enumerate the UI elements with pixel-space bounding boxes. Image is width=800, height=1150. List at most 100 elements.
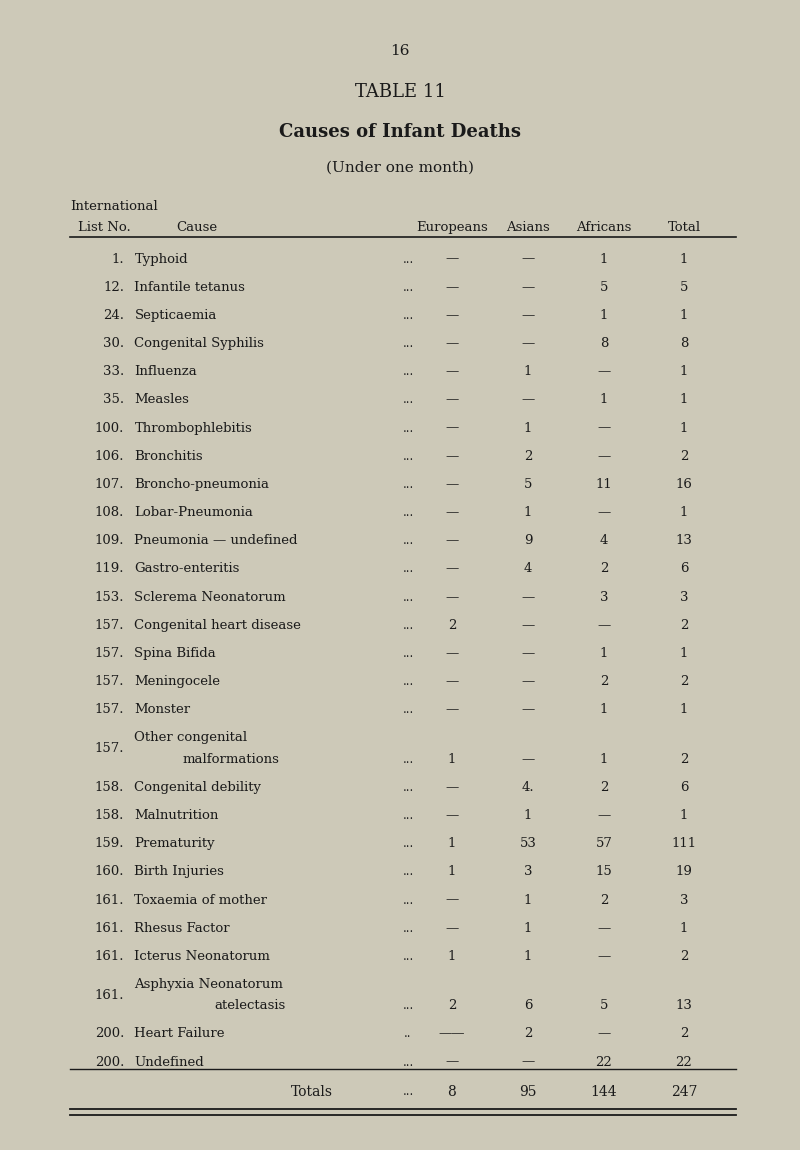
Text: ...: ... bbox=[402, 781, 414, 793]
Text: Birth Injuries: Birth Injuries bbox=[134, 865, 224, 879]
Text: —: — bbox=[522, 1056, 534, 1068]
Text: —: — bbox=[598, 921, 610, 935]
Text: ...: ... bbox=[402, 1056, 414, 1068]
Text: 2: 2 bbox=[680, 753, 688, 766]
Text: Bronchitis: Bronchitis bbox=[134, 450, 203, 462]
Text: 6: 6 bbox=[680, 562, 688, 575]
Text: 1: 1 bbox=[680, 309, 688, 322]
Text: Lobar-Pneumonia: Lobar-Pneumonia bbox=[134, 506, 254, 519]
Text: 108.: 108. bbox=[94, 506, 124, 519]
Text: ...: ... bbox=[402, 753, 414, 766]
Text: 3: 3 bbox=[524, 865, 532, 879]
Text: 1: 1 bbox=[680, 921, 688, 935]
Text: 4: 4 bbox=[600, 535, 608, 547]
Text: Influenza: Influenza bbox=[134, 366, 197, 378]
Text: ...: ... bbox=[402, 478, 414, 491]
Text: —: — bbox=[446, 1056, 458, 1068]
Text: 16: 16 bbox=[675, 478, 693, 491]
Text: 1: 1 bbox=[524, 506, 532, 519]
Text: 161.: 161. bbox=[94, 989, 124, 1002]
Text: 9: 9 bbox=[524, 535, 532, 547]
Text: 33.: 33. bbox=[102, 366, 124, 378]
Text: —: — bbox=[598, 366, 610, 378]
Text: 100.: 100. bbox=[94, 422, 124, 435]
Text: 12.: 12. bbox=[103, 281, 124, 293]
Text: 2: 2 bbox=[600, 894, 608, 906]
Text: 2: 2 bbox=[680, 675, 688, 688]
Text: —: — bbox=[522, 675, 534, 688]
Text: Toxaemia of mother: Toxaemia of mother bbox=[134, 894, 267, 906]
Text: 19: 19 bbox=[675, 865, 693, 879]
Text: Causes of Infant Deaths: Causes of Infant Deaths bbox=[279, 123, 521, 141]
Text: 3: 3 bbox=[680, 894, 688, 906]
Text: Pneumonia — undefined: Pneumonia — undefined bbox=[134, 535, 298, 547]
Text: 2: 2 bbox=[600, 562, 608, 575]
Text: 1: 1 bbox=[600, 647, 608, 660]
Text: Other congenital: Other congenital bbox=[134, 731, 247, 744]
Text: —: — bbox=[522, 253, 534, 266]
Text: —: — bbox=[446, 253, 458, 266]
Text: 111: 111 bbox=[671, 837, 697, 850]
Text: 1: 1 bbox=[600, 309, 608, 322]
Text: Septicaemia: Septicaemia bbox=[134, 309, 217, 322]
Text: Asphyxia Neonatorum: Asphyxia Neonatorum bbox=[134, 978, 283, 991]
Text: —: — bbox=[522, 753, 534, 766]
Text: Congenital Syphilis: Congenital Syphilis bbox=[134, 337, 264, 350]
Text: —: — bbox=[446, 337, 458, 350]
Text: ...: ... bbox=[402, 921, 414, 935]
Text: 1: 1 bbox=[524, 894, 532, 906]
Text: Heart Failure: Heart Failure bbox=[134, 1027, 225, 1041]
Text: ...: ... bbox=[402, 309, 414, 322]
Text: 157.: 157. bbox=[94, 704, 124, 716]
Text: —: — bbox=[446, 675, 458, 688]
Text: 4: 4 bbox=[524, 562, 532, 575]
Text: 2: 2 bbox=[448, 999, 456, 1012]
Text: 200.: 200. bbox=[94, 1027, 124, 1041]
Text: —: — bbox=[446, 894, 458, 906]
Text: 119.: 119. bbox=[94, 562, 124, 575]
Text: 1: 1 bbox=[448, 837, 456, 850]
Text: —: — bbox=[522, 309, 534, 322]
Text: —: — bbox=[446, 808, 458, 822]
Text: 1: 1 bbox=[524, 950, 532, 963]
Text: 2: 2 bbox=[680, 950, 688, 963]
Text: International: International bbox=[70, 200, 158, 213]
Text: 1: 1 bbox=[680, 253, 688, 266]
Text: —: — bbox=[446, 422, 458, 435]
Text: 2: 2 bbox=[680, 1027, 688, 1041]
Text: ...: ... bbox=[402, 808, 414, 822]
Text: ——: —— bbox=[438, 1027, 466, 1041]
Text: 2: 2 bbox=[448, 619, 456, 631]
Text: ...: ... bbox=[402, 422, 414, 435]
Text: 1: 1 bbox=[680, 422, 688, 435]
Text: ...: ... bbox=[402, 535, 414, 547]
Text: 1: 1 bbox=[600, 753, 608, 766]
Text: 1: 1 bbox=[448, 865, 456, 879]
Text: 158.: 158. bbox=[94, 781, 124, 793]
Text: Malnutrition: Malnutrition bbox=[134, 808, 218, 822]
Text: —: — bbox=[446, 506, 458, 519]
Text: —: — bbox=[446, 309, 458, 322]
Text: Monster: Monster bbox=[134, 704, 190, 716]
Text: —: — bbox=[446, 591, 458, 604]
Text: ..: .. bbox=[404, 1027, 412, 1041]
Text: Sclerema Neonatorum: Sclerema Neonatorum bbox=[134, 591, 286, 604]
Text: 24.: 24. bbox=[103, 309, 124, 322]
Text: Total: Total bbox=[667, 221, 701, 233]
Text: 8: 8 bbox=[448, 1084, 456, 1098]
Text: 3: 3 bbox=[680, 591, 688, 604]
Text: Congenital heart disease: Congenital heart disease bbox=[134, 619, 302, 631]
Text: Undefined: Undefined bbox=[134, 1056, 204, 1068]
Text: List No.: List No. bbox=[78, 221, 131, 233]
Text: 95: 95 bbox=[519, 1084, 537, 1098]
Text: 1: 1 bbox=[680, 647, 688, 660]
Text: —: — bbox=[598, 950, 610, 963]
Text: 22: 22 bbox=[676, 1056, 692, 1068]
Text: 2: 2 bbox=[524, 450, 532, 462]
Text: 107.: 107. bbox=[94, 478, 124, 491]
Text: 159.: 159. bbox=[94, 837, 124, 850]
Text: ...: ... bbox=[402, 281, 414, 293]
Text: 1: 1 bbox=[448, 950, 456, 963]
Text: 1: 1 bbox=[680, 366, 688, 378]
Text: 1: 1 bbox=[680, 393, 688, 406]
